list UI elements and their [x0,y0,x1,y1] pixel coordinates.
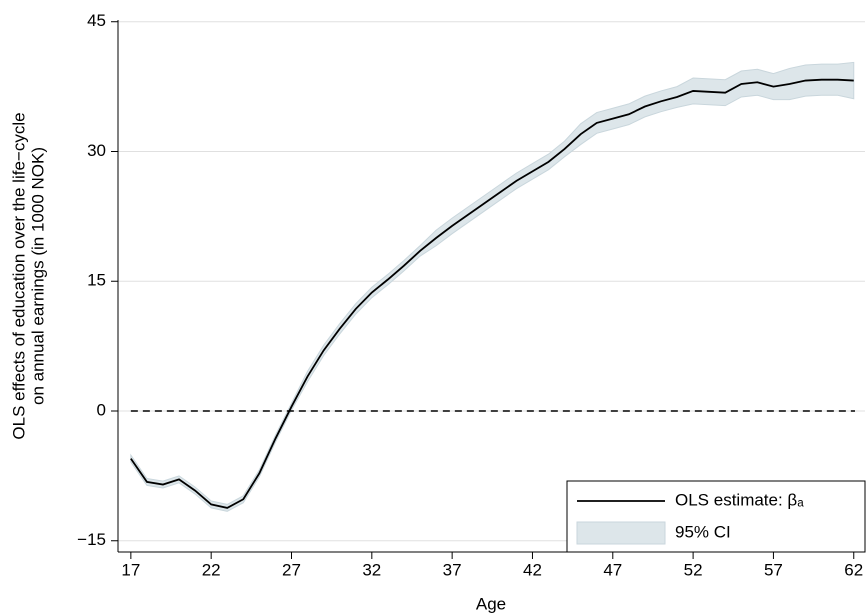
x-tick-label: 57 [764,560,783,579]
y-tick-label: −15 [77,530,106,549]
x-axis-label: Age [476,594,506,613]
estimate-line [130,78,854,509]
x-tick-label: 27 [282,560,301,579]
x-tick-label: 47 [603,560,622,579]
y-tick-label: 30 [87,141,106,160]
x-tick-label: 32 [362,560,381,579]
y-axis-label-line: on annual earnings (in 1000 NOK) [28,147,47,405]
y-tick-label: 0 [97,400,106,419]
legend-swatch [576,521,666,545]
x-tick-label: 42 [523,560,542,579]
ci-band [130,61,855,512]
y-axis-label-line: OLS effects of education over the life−c… [9,112,28,439]
legend-label: 95% CI [675,522,731,541]
y-tick-label: 15 [87,271,106,290]
y-tick-label: 45 [87,11,106,30]
x-tick-label: 52 [684,560,703,579]
legend-label: OLS estimate: βₐ [675,490,804,509]
y-axis-label: OLS effects of education over the life−c… [9,112,47,439]
x-tick-label: 62 [844,560,863,579]
x-tick-label: 17 [121,560,140,579]
x-tick-label: 22 [202,560,221,579]
x-tick-label: 37 [443,560,462,579]
